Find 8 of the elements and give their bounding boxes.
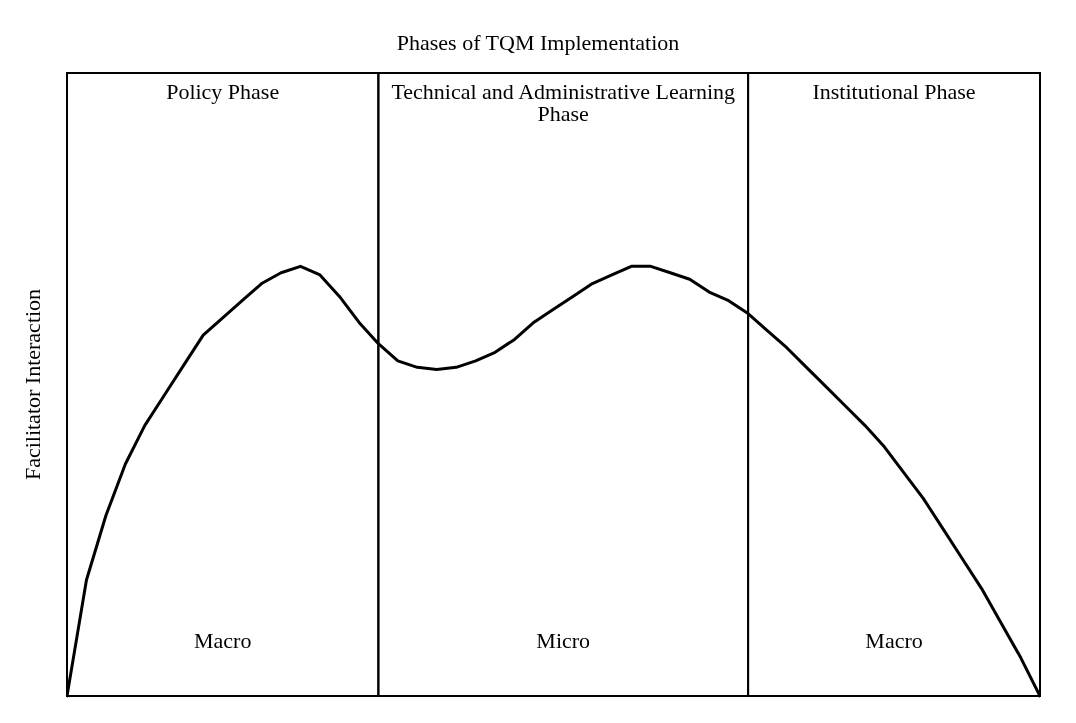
text: Technical and Administrative Learning Phase bbox=[391, 78, 736, 126]
text: Policy Phase bbox=[166, 78, 280, 104]
annotation: Micro bbox=[536, 628, 591, 653]
annotation: Macro bbox=[193, 628, 252, 653]
annotation: Macro bbox=[865, 628, 923, 653]
text: Institutional Phase bbox=[812, 78, 976, 104]
chart-title: Phases of TQM Implementation bbox=[395, 29, 681, 57]
y-axis-title: Facilitator Interaction bbox=[19, 288, 45, 481]
